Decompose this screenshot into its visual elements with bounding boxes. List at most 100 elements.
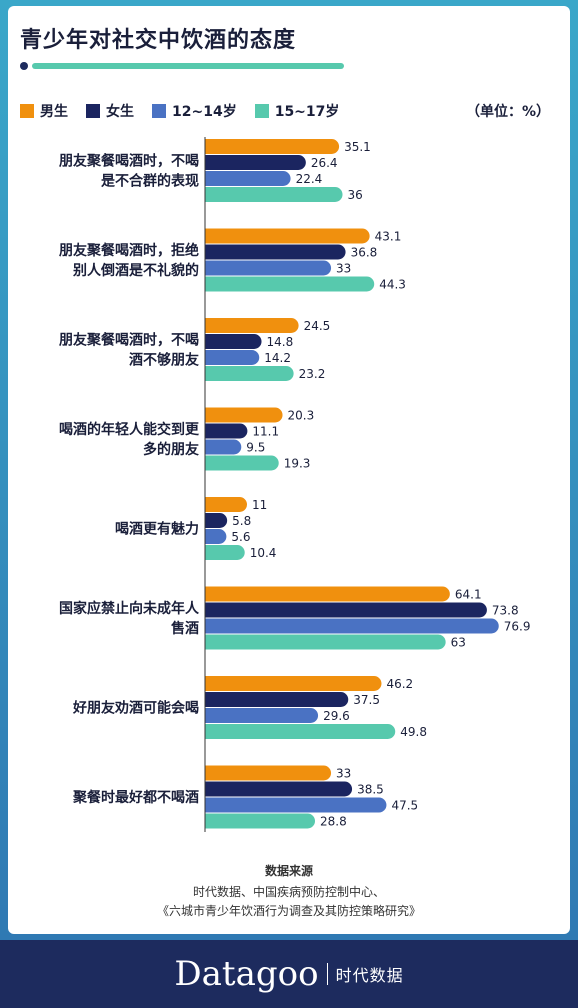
- data-label: 28.8: [320, 815, 347, 829]
- data-label: 46.2: [386, 677, 413, 691]
- data-label: 37.5: [353, 693, 380, 707]
- legend: 男生 女生 12~14岁 15~17岁: [20, 101, 357, 121]
- data-label: 63: [451, 636, 466, 650]
- data-label: 64.1: [455, 588, 482, 602]
- data-label: 23.2: [299, 367, 326, 381]
- legend-item-age-12-14: 12~14岁: [152, 101, 237, 121]
- bar: [205, 529, 227, 544]
- bar: [205, 366, 294, 381]
- category-label: 喝酒的年轻人能交到更: [59, 421, 200, 438]
- data-label: 5.8: [232, 514, 251, 528]
- bar: [205, 155, 306, 170]
- data-label: 35.1: [344, 140, 371, 154]
- data-label: 29.6: [323, 709, 350, 723]
- category-label: 聚餐时最好都不喝酒: [72, 789, 199, 806]
- source-line-1: 时代数据、中国疾病预防控制中心、: [192, 885, 385, 899]
- bar: [205, 228, 370, 244]
- brand-separator: [326, 963, 328, 985]
- data-label: 24.5: [304, 319, 331, 333]
- bar-chart: 朋友聚餐喝酒时，不喝是不合群的表现35.126.422.436朋友聚餐喝酒时，拒…: [58, 137, 531, 832]
- chart-title: 青少年对社交中饮酒的态度: [20, 28, 297, 53]
- data-label: 5.6: [231, 530, 250, 544]
- legend-swatch-age-12-14: [152, 104, 166, 118]
- footer-bar: Datagoo 时代数据: [0, 940, 578, 1008]
- legend-swatch-girls: [86, 104, 100, 118]
- bar: [205, 634, 446, 650]
- bar: [205, 797, 387, 813]
- bar: [205, 618, 499, 634]
- legend-swatch-age-15-17: [254, 104, 269, 118]
- bar: [205, 260, 332, 276]
- bar: [205, 676, 382, 691]
- title-accent-bar: [32, 63, 344, 69]
- category-label: 朋友聚餐喝酒时，拒绝: [58, 242, 199, 259]
- data-label: 73.8: [492, 604, 519, 618]
- legend-label-girls: 女生: [106, 104, 134, 120]
- bar: [205, 439, 242, 455]
- category-label: 多的朋友: [143, 441, 199, 458]
- bar: [205, 692, 349, 707]
- bar: [205, 407, 283, 423]
- bar: [205, 171, 291, 186]
- legend-label-age-15-17: 15~17岁: [274, 104, 340, 120]
- data-label: 36.8: [351, 246, 378, 260]
- bar: [205, 813, 316, 829]
- bar: [205, 765, 332, 781]
- data-label: 11.1: [252, 425, 279, 439]
- bar: [205, 139, 340, 154]
- bar: [205, 423, 248, 439]
- bar: [205, 334, 262, 349]
- bar: [205, 724, 396, 739]
- category-label: 别人倒酒是不礼貌的: [72, 262, 199, 279]
- data-label: 10.4: [250, 546, 277, 560]
- data-label: 9.5: [246, 441, 265, 455]
- data-label: 33: [336, 262, 351, 276]
- bar: [205, 244, 346, 260]
- bar: [205, 187, 343, 202]
- data-label: 44.3: [379, 278, 406, 292]
- bar: [205, 602, 487, 618]
- source-line-2: 《六城市青少年饮酒行为调查及其防控策略研究》: [156, 904, 421, 918]
- data-label: 20.3: [288, 409, 315, 423]
- data-label: 43.1: [375, 230, 402, 244]
- category-label: 酒不够朋友: [129, 352, 199, 369]
- data-label: 19.3: [284, 457, 311, 471]
- bar: [205, 513, 228, 528]
- unit-label: （单位：%）: [465, 104, 550, 120]
- data-label: 47.5: [391, 799, 418, 813]
- source-title: 数据来源: [264, 864, 313, 878]
- legend-item-girls: 女生: [86, 101, 134, 121]
- category-label: 好朋友劝酒可能会喝: [72, 700, 199, 717]
- bar: [205, 545, 245, 560]
- category-label: 朋友聚餐喝酒时，不喝: [58, 153, 199, 170]
- data-label: 76.9: [504, 620, 531, 634]
- bar: [205, 708, 319, 723]
- bar: [205, 781, 353, 797]
- data-label: 11: [252, 498, 267, 512]
- legend-item-age-15-17: 15~17岁: [254, 101, 340, 121]
- legend-label-boys: 男生: [40, 104, 68, 120]
- brand-name-cn: 时代数据: [335, 966, 404, 985]
- bar: [205, 350, 260, 365]
- legend-label-age-12-14: 12~14岁: [172, 104, 237, 120]
- legend-item-boys: 男生: [20, 101, 68, 121]
- title-accent-dot: [20, 62, 28, 70]
- data-label: 49.8: [400, 725, 427, 739]
- data-label: 38.5: [357, 783, 384, 797]
- bar: [205, 586, 450, 602]
- category-label: 喝酒更有魅力: [115, 521, 199, 538]
- category-label: 售酒: [170, 620, 199, 637]
- bar: [205, 276, 375, 292]
- category-label: 朋友聚餐喝酒时，不喝: [58, 332, 199, 349]
- data-label: 14.8: [267, 335, 294, 349]
- data-label: 26.4: [311, 156, 338, 170]
- category-label: 是不合群的表现: [101, 173, 199, 190]
- bar: [205, 455, 279, 471]
- data-label: 36: [348, 188, 363, 202]
- data-label: 22.4: [296, 172, 323, 186]
- bar: [205, 318, 299, 333]
- legend-swatch-boys: [20, 104, 34, 118]
- data-label: 33: [336, 767, 351, 781]
- data-label: 14.2: [264, 351, 291, 365]
- brand-logo: Datagoo: [174, 954, 319, 994]
